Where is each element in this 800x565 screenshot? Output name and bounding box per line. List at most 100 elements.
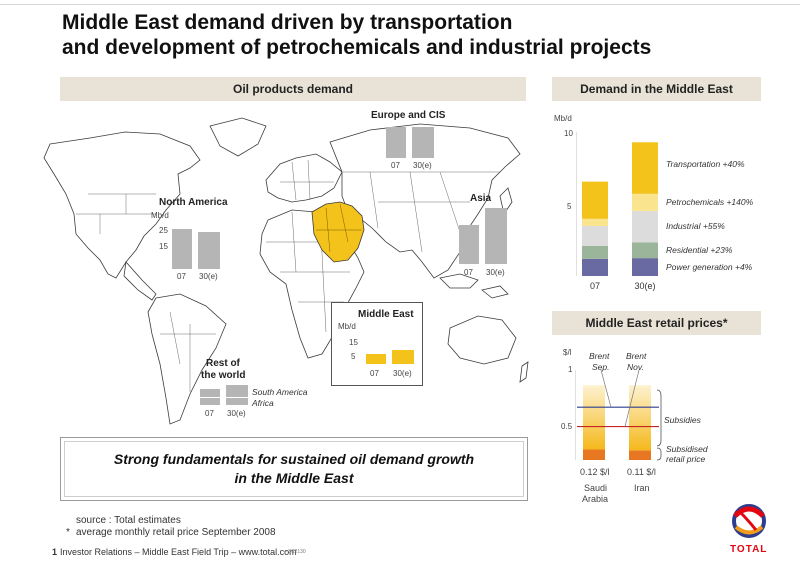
demand-panel-header: Demand in the Middle East bbox=[552, 77, 761, 101]
page-number: 1 bbox=[52, 547, 58, 557]
demand-bar-segment bbox=[632, 242, 658, 259]
north-america-unit: Mb/d bbox=[151, 211, 169, 220]
retail-unit: $/l bbox=[563, 348, 572, 357]
retail-subsidised-bar bbox=[629, 450, 651, 460]
retail-subsidies-bar bbox=[583, 385, 605, 450]
saudi-label-line2: Arabia bbox=[582, 494, 609, 504]
footnote: average monthly retail price September 2… bbox=[76, 527, 276, 538]
saudi-price: 0.12 $/l bbox=[580, 467, 610, 477]
demand-bar-segment bbox=[582, 245, 608, 259]
iran-label: Iran bbox=[634, 483, 650, 493]
north-america-borders bbox=[76, 193, 156, 234]
demand-bar-segment bbox=[582, 181, 608, 219]
retail-chart bbox=[575, 370, 662, 461]
middle-east-bar-07 bbox=[366, 354, 386, 364]
greenland-land bbox=[209, 117, 267, 157]
middle-east-tick-15: 15 bbox=[349, 338, 358, 347]
rest-cat-07: 07 bbox=[205, 409, 214, 418]
demand-bar-segment bbox=[582, 258, 608, 276]
asia-bar-30e bbox=[485, 208, 507, 264]
demand-tick-5: 5 bbox=[567, 202, 572, 211]
brent-sep-arrow bbox=[600, 370, 612, 408]
europe-bar-30e bbox=[412, 127, 434, 158]
europe-cat-30e: 30(e) bbox=[413, 161, 432, 170]
retail-subsidised-bar bbox=[583, 449, 605, 460]
asia-bar-07 bbox=[459, 225, 479, 264]
footer-code: – 3C2130 bbox=[284, 549, 306, 555]
south-america-land bbox=[147, 293, 227, 425]
demand-bar-segment bbox=[632, 142, 658, 194]
retail-tick-1: 1 bbox=[568, 365, 573, 374]
demand-bar-segment bbox=[632, 258, 658, 276]
source-note: source : Total estimates bbox=[76, 515, 181, 526]
australia-land bbox=[447, 315, 517, 365]
brent-nov-arrow bbox=[624, 370, 640, 427]
subsidised-label-line2: retail price bbox=[666, 454, 706, 464]
demand-bar-segment bbox=[632, 210, 658, 243]
middle-east-cat-07: 07 bbox=[370, 369, 379, 378]
rest-label-line1: Rest of bbox=[206, 358, 240, 369]
middle-east-label: Middle East bbox=[358, 309, 414, 320]
brent-nov-label-line1: Brent bbox=[626, 351, 647, 361]
asia-cat-07: 07 bbox=[464, 268, 473, 277]
middle-east-highlight bbox=[311, 201, 365, 263]
north-america-label: North America bbox=[159, 197, 228, 208]
asia-label: Asia bbox=[470, 193, 492, 204]
south-america-borders bbox=[160, 311, 216, 392]
iran-price: 0.11 $/l bbox=[627, 467, 656, 477]
europe-borders bbox=[280, 159, 334, 201]
rest-bar-divider bbox=[200, 397, 248, 398]
north-america-bar-07 bbox=[172, 229, 192, 269]
brent-sep-label-line2: Sep. bbox=[592, 362, 610, 372]
demand-bar-segment bbox=[582, 218, 608, 226]
north-america-cat-30e: 30(e) bbox=[199, 272, 218, 281]
oil-products-demand-header: Oil products demand bbox=[60, 77, 526, 101]
southeast-asia-islands bbox=[439, 273, 509, 299]
middle-east-unit: Mb/d bbox=[338, 322, 356, 331]
africa-borders bbox=[266, 211, 350, 333]
north-america-tick-25: 25 bbox=[159, 226, 168, 235]
north-america-land bbox=[43, 131, 201, 279]
demand-category-label: 30(e) bbox=[634, 281, 655, 291]
europe-label: Europe and CIS bbox=[371, 110, 446, 121]
rest-sub-south-america: South America bbox=[252, 387, 308, 397]
subsidies-label: Subsidies bbox=[664, 415, 701, 425]
asia-cat-30e: 30(e) bbox=[486, 268, 505, 277]
subsidised-brace bbox=[656, 447, 662, 461]
middle-east-borders bbox=[316, 203, 362, 253]
rest-label-line2: the world bbox=[201, 370, 246, 381]
demand-unit: Mb/d bbox=[554, 114, 572, 123]
page-title-line1: Middle East demand driven by transportat… bbox=[62, 11, 513, 34]
new-zealand-land bbox=[519, 361, 529, 383]
saudi-label-line1: Saudi bbox=[584, 483, 608, 493]
demand-category-label: 07 bbox=[590, 281, 600, 291]
total-logo-icon bbox=[732, 504, 766, 538]
page-title: Middle East demand driven by transportat… bbox=[62, 10, 782, 60]
subsidised-label-line1: Subsidised bbox=[666, 444, 708, 454]
brent-nov-label-line2: Nov. bbox=[627, 362, 644, 372]
conclusion-line2: in the Middle East bbox=[234, 470, 354, 486]
demand-label-petrochem: Petrochemicals +140% bbox=[666, 197, 754, 207]
central-america-land bbox=[123, 261, 157, 301]
north-america-tick-15: 15 bbox=[159, 242, 168, 251]
middle-east-tick-5: 5 bbox=[351, 352, 356, 361]
demand-bar-segment bbox=[632, 193, 658, 211]
world-map bbox=[43, 117, 529, 425]
retail-subsidies-bar bbox=[629, 385, 651, 451]
middle-east-box bbox=[331, 302, 423, 386]
europe-bar-07 bbox=[386, 127, 406, 158]
demand-label-industrial: Industrial +55% bbox=[666, 221, 725, 231]
demand-label-residential: Residential +23% bbox=[666, 245, 733, 255]
retail-tick-05: 0.5 bbox=[561, 422, 573, 431]
north-america-cat-07: 07 bbox=[177, 272, 186, 281]
demand-label-transport: Transportation +40% bbox=[666, 159, 745, 169]
footnote-star: * bbox=[66, 527, 70, 538]
conclusion-line1: Strong fundamentals for sustained oil de… bbox=[113, 451, 475, 467]
page-title-line2: and development of petrochemicals and in… bbox=[62, 36, 652, 59]
middle-east-cat-30e: 30(e) bbox=[393, 369, 412, 378]
rest-bar-30e bbox=[226, 385, 248, 405]
demand-chart: 07 30(e) bbox=[576, 132, 658, 291]
conclusion-box: Strong fundamentals for sustained oil de… bbox=[60, 437, 528, 501]
rest-cat-30e: 30(e) bbox=[227, 409, 246, 418]
middle-east-bar-30e bbox=[392, 350, 414, 364]
